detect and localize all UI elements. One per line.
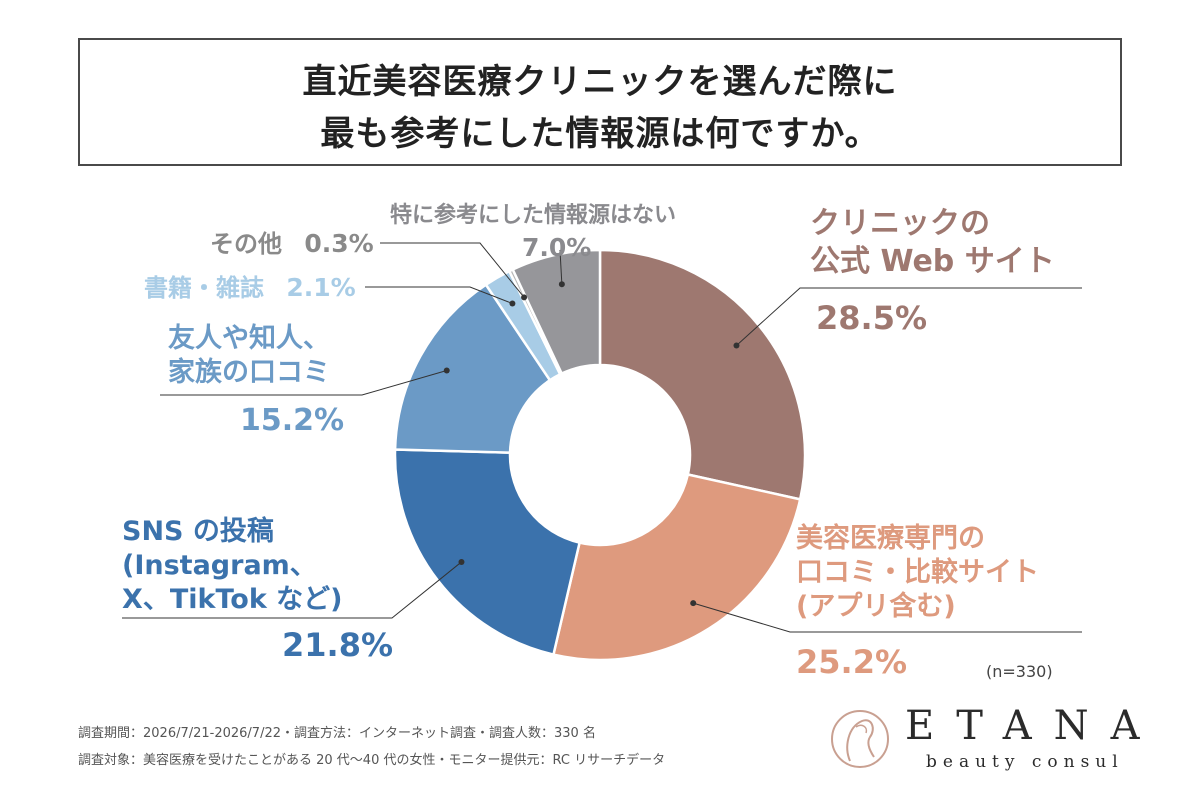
label-sns: SNS の投稿 (Instagram、 X、TikTok など)	[122, 515, 343, 616]
label-sns-line-1: SNS の投稿	[122, 516, 274, 547]
value-friends: 15.2%	[240, 403, 345, 438]
label-books-text: 書籍・雑誌	[144, 274, 264, 302]
label-review-line-2: 口コミ・比較サイト	[796, 556, 1039, 588]
leader-dot-friends	[443, 367, 450, 374]
logo-name: ETANA	[905, 703, 1162, 749]
leader-dot-review	[690, 600, 697, 607]
leader-sns	[122, 561, 462, 619]
label-review-line-3: (アプリ含む)	[796, 590, 956, 622]
leader-dot-sns	[458, 558, 465, 565]
value-books: 2.1%	[286, 273, 356, 302]
value-sns: 21.8%	[282, 626, 394, 664]
leader-web	[736, 287, 1082, 346]
value-other: 0.3%	[304, 229, 374, 258]
leader-friends	[160, 370, 447, 396]
leader-dot-web	[733, 342, 740, 349]
leader-none	[559, 249, 563, 285]
label-friends-line-2: 家族の口コミ	[168, 356, 330, 388]
title-box: 直近美容医療クリニックを選んだ際に 最も参考にした情報源は何ですか。	[78, 38, 1122, 166]
slice-review	[551, 472, 802, 662]
label-other: その他 0.3%	[210, 228, 374, 259]
leader-dot-books	[509, 300, 516, 307]
label-none: 特に参考にした情報源はない	[390, 203, 677, 228]
title-line-1: 直近美容医療クリニックを選んだ際に	[302, 62, 898, 102]
label-web: クリニックの 公式 Web サイト	[810, 205, 1055, 280]
value-web: 28.5%	[816, 299, 928, 337]
label-friends-line-1: 友人や知人、	[168, 323, 330, 354]
label-other-text: その他	[210, 230, 282, 258]
value-none: 7.0%	[522, 233, 592, 262]
value-review: 25.2%	[796, 643, 908, 681]
leader-dot-other	[521, 294, 528, 301]
title-line-2: 最も参考にした情報源は何ですか。	[320, 114, 880, 154]
footnote-target: 調査対象：美容医療を受けたことがある 20 代〜40 代の女性・モニター提供元：…	[78, 753, 666, 768]
logo-tagline: beauty consul	[926, 752, 1124, 772]
label-books: 書籍・雑誌 2.1%	[144, 272, 356, 303]
label-sns-line-3: X、TikTok など)	[122, 583, 343, 615]
sample-size: (n=330)	[986, 662, 1053, 681]
slice-web	[598, 248, 807, 501]
label-sns-line-2: (Instagram、	[122, 549, 317, 581]
leader-books	[365, 286, 513, 304]
slice-none	[511, 248, 602, 376]
label-review: 美容医療専門の 口コミ・比較サイト (アプリ含む)	[796, 522, 1039, 623]
leader-other	[380, 242, 525, 298]
leader-review	[693, 602, 1082, 633]
slice-sns	[393, 448, 582, 657]
logo-emblem	[831, 710, 889, 768]
slice-friends	[393, 282, 552, 454]
label-web-line-2: 公式 Web サイト	[810, 243, 1055, 279]
label-friends: 友人や知人、 家族の口コミ	[168, 322, 330, 390]
footnote-period: 調査期間：2026/7/21-2026/7/22・調査方法：インターネット調査・…	[78, 726, 596, 741]
label-review-line-1: 美容医療専門の	[796, 523, 985, 554]
leader-dot-none	[558, 281, 565, 288]
label-web-line-1: クリニックの	[810, 206, 990, 241]
